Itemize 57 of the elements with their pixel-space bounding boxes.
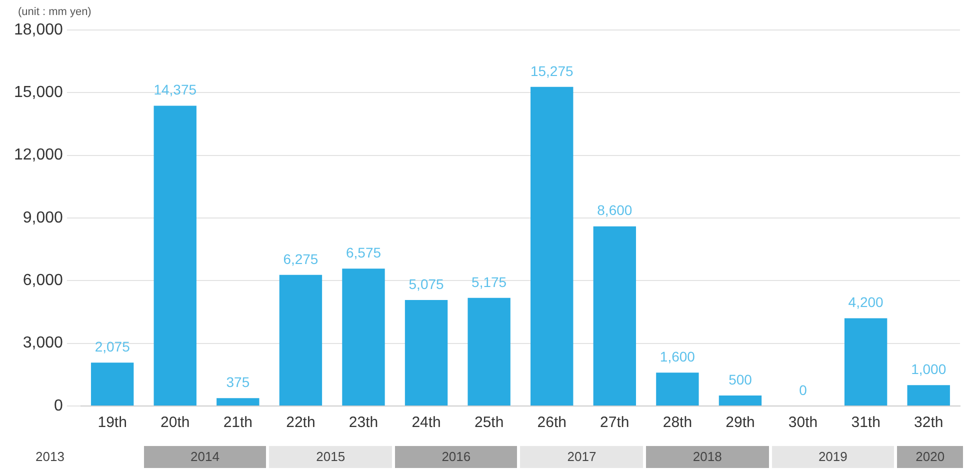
bar (468, 298, 510, 406)
y-tick-label: 6,000 (22, 272, 64, 290)
data-label: 4,200 (848, 294, 884, 310)
data-label: 5,075 (408, 276, 444, 292)
text: 2017 (520, 446, 644, 468)
data-label: 1,600 (660, 348, 696, 364)
bar (90, 362, 134, 406)
bar (718, 396, 762, 406)
x-tick-label: 26th (537, 414, 566, 432)
x-tick-label: 20th (160, 414, 190, 432)
text: 2018 (646, 446, 769, 468)
text: 2019 (772, 446, 894, 468)
x-tick-label: 29th (726, 414, 755, 432)
y-tick-label: 15,000 (14, 84, 64, 102)
data-label: 5,175 (472, 274, 507, 290)
y-tick-label: 9,000 (22, 209, 64, 226)
data-label: 2,075 (94, 338, 130, 355)
y-tick-label: 0 (54, 397, 64, 414)
x-tick-label: 21th (223, 414, 253, 432)
bar (844, 318, 888, 406)
data-label: 6,275 (283, 250, 318, 267)
bar (530, 86, 574, 406)
data-label: 500 (728, 371, 752, 388)
x-tick-label: 22th (286, 414, 316, 432)
bar (216, 398, 260, 406)
text: 2020 (897, 446, 963, 468)
y-tick-label: 18,000 (14, 21, 64, 38)
data-label: 14,375 (154, 82, 197, 98)
y-tick-label: 3,000 (22, 334, 64, 352)
text: 2016 (394, 446, 518, 468)
x-tick-label: 27th (600, 414, 630, 432)
x-tick-label: 23th (348, 414, 378, 432)
x-tick-label: 28th (662, 414, 692, 432)
y-axis-title: (unit : mm yen) (18, 6, 92, 18)
data-label: 6,575 (346, 244, 382, 261)
bar (342, 268, 385, 406)
bar (593, 226, 636, 406)
bar (279, 274, 322, 406)
data-label: 15,275 (530, 62, 574, 79)
data-label: 375 (226, 374, 250, 390)
x-tick-label: 31th (851, 414, 880, 432)
text: 2014 (144, 446, 266, 468)
x-tick-label: 24th (412, 414, 441, 432)
bar (154, 106, 196, 406)
bar (404, 300, 448, 406)
bar (907, 385, 950, 406)
text: 2015 (269, 446, 392, 468)
x-tick-label: 19th (98, 414, 127, 432)
y-tick-label: 12,000 (14, 146, 64, 164)
data-label: 0 (799, 382, 808, 398)
x-tick-label: 30th (788, 414, 818, 432)
x-tick-label: 32th (914, 414, 944, 432)
data-label: 1,000 (911, 360, 946, 377)
x-tick-label: 25th (474, 414, 504, 432)
data-label: 8,600 (597, 202, 632, 218)
text: 2013 (34, 448, 66, 466)
bar (656, 372, 699, 406)
